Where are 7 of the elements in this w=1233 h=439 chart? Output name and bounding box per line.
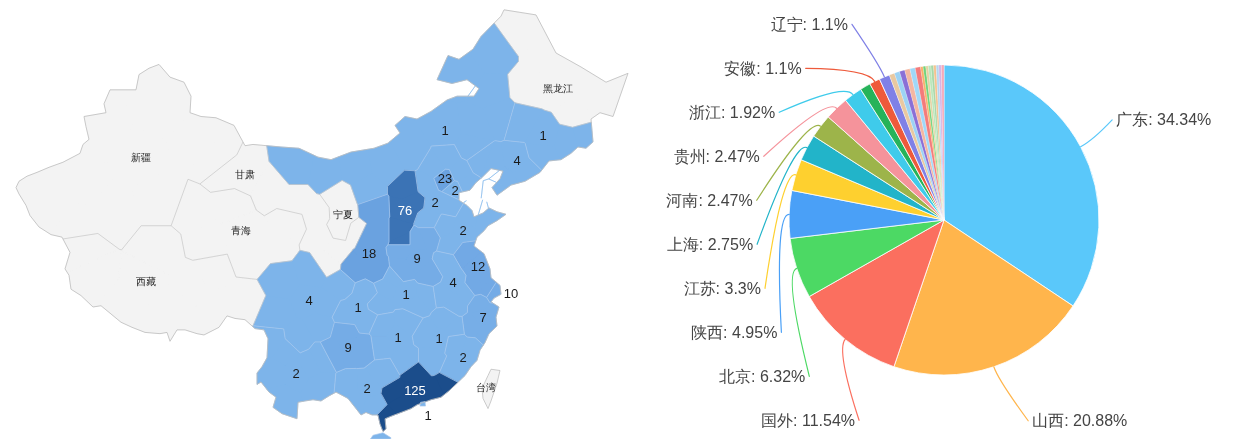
annotation: 宁夏 — [333, 208, 353, 220]
annotation: 台湾 — [476, 381, 496, 393]
annotation: 黑龙江 — [543, 83, 573, 95]
annotation: 新疆 — [131, 151, 151, 163]
annotation: 青海 — [231, 225, 251, 237]
annotation: 西藏 — [136, 276, 156, 288]
annotation: 甘肃 — [235, 169, 255, 181]
